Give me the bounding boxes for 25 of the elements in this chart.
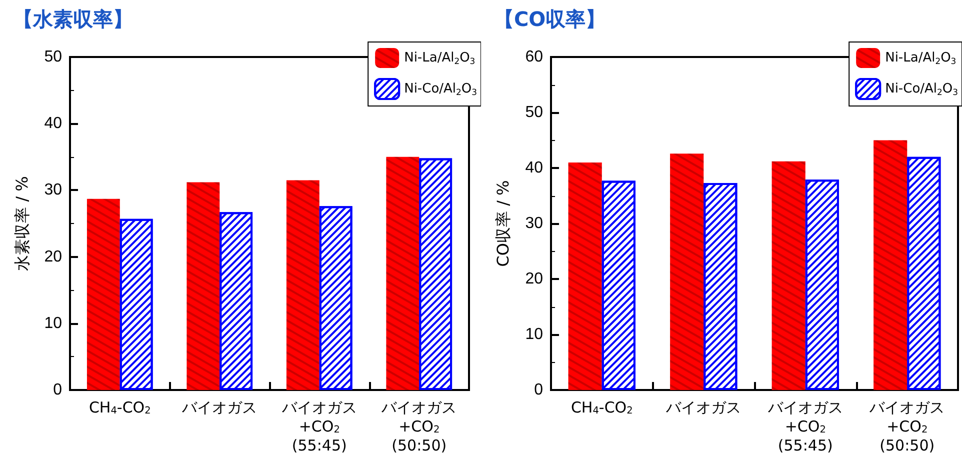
y-tick-label: 10 — [525, 326, 544, 343]
y-tick-label: 10 — [44, 314, 62, 332]
y-tick-label: 60 — [525, 48, 544, 66]
y-tick-label: 40 — [44, 115, 62, 132]
y-tick-label: 50 — [525, 104, 544, 121]
x-tick-label: CH4-CO2 — [570, 398, 633, 416]
x-tick-label: CH4-CO2 — [88, 398, 151, 416]
y-tick-label: 50 — [44, 48, 62, 66]
y-tick-label: 30 — [44, 182, 62, 199]
x-tick-label: バイオガス — [665, 398, 742, 416]
x-tick-label: バイオガス +CO2 (50:50) — [380, 398, 457, 454]
y-tick-label: 40 — [525, 160, 544, 176]
y-tick-label: 0 — [53, 382, 62, 398]
y-axis-title: 水素収率 / % — [12, 176, 32, 271]
y-tick-label: 20 — [44, 248, 62, 266]
y-tick-label: 0 — [534, 382, 544, 398]
x-tick-label: バイオガス +CO2 (55:45) — [766, 398, 843, 454]
chart-title: 【CO収率】 — [494, 7, 606, 31]
chart-title: 【水素収率】 — [13, 7, 133, 31]
x-tick-label: バイオガス +CO2 (55:45) — [280, 398, 357, 454]
x-tick-label: バイオガス — [181, 398, 258, 416]
y-axis-title: CO収率 / % — [494, 180, 512, 267]
x-tick-label: バイオガス +CO2 (50:50) — [868, 398, 945, 454]
y-tick-label: 20 — [525, 270, 544, 288]
y-tick-label: 30 — [525, 215, 544, 232]
